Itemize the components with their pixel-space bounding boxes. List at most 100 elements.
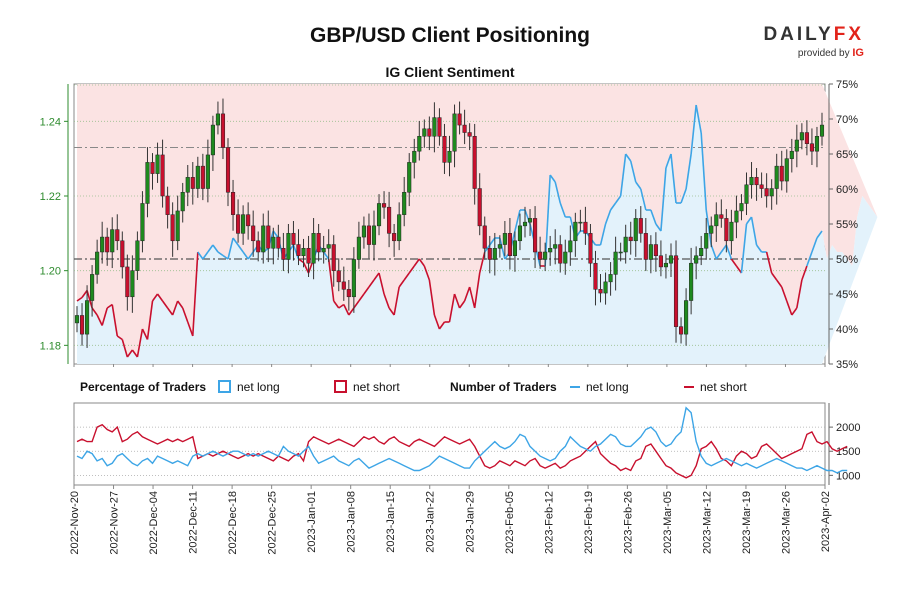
candle-down <box>472 136 477 189</box>
candle-up <box>321 248 326 253</box>
candle-up <box>663 262 669 268</box>
sentiment-line-segment <box>463 286 471 302</box>
candle-up <box>502 233 507 245</box>
sentiment-line-segment <box>786 300 793 316</box>
sentiment-line-segment <box>166 307 174 316</box>
sentiment-line-segment <box>700 132 708 211</box>
candle-up <box>729 221 734 242</box>
sentiment-line-segment <box>247 251 254 260</box>
sentiment-line-segment <box>478 251 486 274</box>
candle-up <box>205 154 210 189</box>
candle-down <box>246 214 251 227</box>
sentiment-line-segment <box>720 244 728 253</box>
candle-down <box>200 165 205 189</box>
candle-up <box>709 225 714 234</box>
candle-up <box>90 274 95 301</box>
sentiment-line-segment <box>629 160 637 183</box>
candle-down <box>296 244 301 256</box>
sentiment-line-segment <box>378 272 385 295</box>
sentiment-line-segment <box>660 167 667 232</box>
sentiment-line-segment <box>181 307 189 323</box>
candle-down <box>331 244 336 271</box>
x-tick-label: 2023-Jan-29 <box>464 491 476 553</box>
brand-provided-by: provided by <box>797 48 850 59</box>
candle-down <box>467 132 472 137</box>
sentiment-line-segment <box>715 251 722 260</box>
candle-down <box>482 225 487 249</box>
x-tick-label: 2023-Feb-05 <box>504 491 516 554</box>
x-tick-label: 2023-Jan-15 <box>385 491 397 553</box>
sentiment-line-segment <box>755 244 763 253</box>
candle-up <box>74 315 80 324</box>
percent-tick-label: 50% <box>836 254 858 266</box>
candle-up <box>85 300 90 335</box>
sentiment-line-segment <box>796 279 803 309</box>
sentiment-line-segment <box>106 303 113 309</box>
candle-down <box>266 225 271 249</box>
candle-down <box>306 248 311 264</box>
candle-up <box>397 214 402 242</box>
candle-down <box>679 326 684 335</box>
candle-down <box>764 188 769 197</box>
price-tick-label: 1.24 <box>40 116 61 128</box>
candle-down <box>437 117 442 137</box>
candle-down <box>382 203 387 208</box>
candle-up <box>689 262 694 301</box>
candle-down <box>150 162 155 174</box>
sentiment-line-segment <box>358 293 365 302</box>
candle-up <box>623 236 628 253</box>
sentiment-line-segment <box>489 237 496 246</box>
sentiment-line-segment <box>458 300 466 309</box>
candle-down <box>115 229 120 242</box>
sentiment-line-segment <box>791 307 798 316</box>
sentiment-line-segment <box>141 328 149 340</box>
candle-up <box>527 218 533 223</box>
candle-down <box>598 289 603 294</box>
sentiment-line-segment <box>136 328 144 358</box>
sentiment-line-segment <box>398 279 405 288</box>
candle-up <box>563 251 568 264</box>
legend-num-short: net short <box>684 380 747 394</box>
sentiment-line-segment <box>735 265 743 274</box>
candle-up <box>271 236 276 249</box>
sentiment-line-segment <box>393 286 400 316</box>
brand-name-a: DAILY <box>763 24 834 45</box>
x-tick-label: 2022-Dec-11 <box>188 491 200 554</box>
legend-num-title: Number of Traders <box>450 380 557 394</box>
sentiment-line-segment <box>609 202 617 211</box>
chart-subtitle: IG Client Sentiment <box>385 64 515 80</box>
candle-down <box>165 195 170 215</box>
sentiment-line-segment <box>690 104 697 155</box>
x-tick-label: 2022-Dec-18 <box>227 491 239 555</box>
sentiment-line-segment <box>237 244 244 253</box>
candle-down <box>759 184 764 189</box>
candle-down <box>170 214 175 242</box>
candle-up <box>432 117 437 137</box>
brand-name-b: FX <box>833 24 864 45</box>
candle-down <box>638 218 643 234</box>
candle-up <box>356 236 361 260</box>
candle-down <box>346 289 351 298</box>
candle-down <box>754 177 759 186</box>
candle-down <box>120 240 125 268</box>
sentiment-line-segment <box>710 244 718 260</box>
x-tick-label: 2022-Dec-04 <box>148 491 160 555</box>
price-tick-label: 1.20 <box>40 266 61 278</box>
candle-down <box>653 244 658 256</box>
candle-down <box>533 218 538 253</box>
candle-up <box>578 221 583 224</box>
candle-up <box>376 203 382 227</box>
sentiment-line-segment <box>625 153 632 162</box>
sentiment-line-segment <box>514 209 521 232</box>
sentiment-line-segment <box>640 188 647 211</box>
x-tick-label: 2023-Mar-19 <box>741 491 753 554</box>
candle-down <box>220 113 226 148</box>
sentiment-line-segment <box>121 339 129 358</box>
sentiment-line-segment <box>222 254 229 260</box>
candle-down <box>643 233 648 260</box>
candle-up <box>618 251 623 254</box>
sentiment-line-segment <box>212 244 219 253</box>
sentiment-line-segment <box>96 314 103 326</box>
candle-up <box>699 248 704 256</box>
candle-up <box>175 210 180 242</box>
